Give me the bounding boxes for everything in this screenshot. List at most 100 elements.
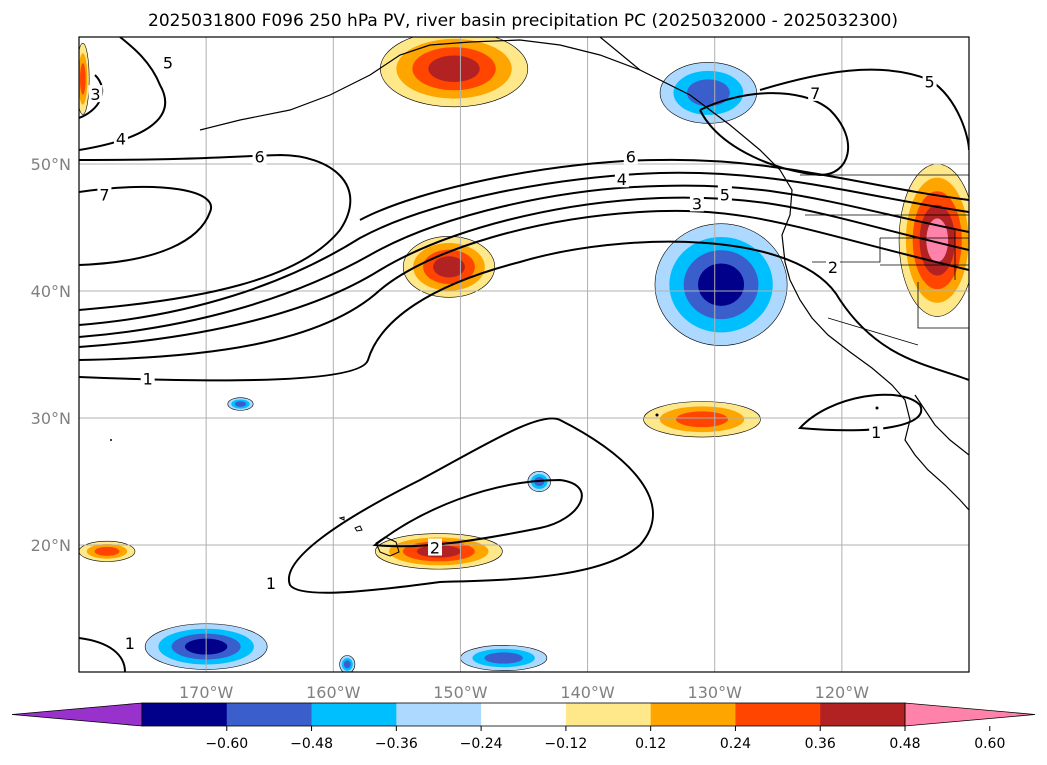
precip-region-subtropical-positive: [643, 401, 761, 438]
lat-tick-label: 50°N: [31, 155, 71, 174]
colorbar-tick-label: −0.60: [205, 736, 248, 752]
pv-contours: [79, 37, 969, 672]
precip-band: [94, 546, 120, 556]
contour-label-bg: [922, 72, 937, 90]
contour-label-bg: [88, 85, 103, 103]
precip-band: [234, 401, 247, 407]
lon-tick-label: 150°W: [433, 683, 488, 702]
colorbar-frame: [141, 702, 906, 727]
precip-band: [676, 411, 728, 428]
lat-tick-label: 40°N: [31, 282, 71, 301]
contour-label-bg: [717, 185, 732, 203]
colorbar-tick-label: 0.36: [805, 736, 836, 752]
lon-tick-label: 170°W: [179, 683, 234, 702]
contour-label: 1: [266, 574, 276, 593]
map-title: 2025031800 F096 250 hPa PV, river basin …: [148, 11, 898, 31]
precip-band: [79, 63, 86, 95]
precip-region-gulf-of-alaska-positive: [380, 37, 529, 108]
colorbar-swatch: [565, 703, 652, 726]
contour-label-bg: [252, 147, 267, 165]
contour-label-bg: [263, 574, 278, 592]
colorbar-tick-label: −0.48: [290, 736, 333, 752]
lon-tick-label: 130°W: [688, 683, 743, 702]
precip-region-far-west-positive: [79, 43, 90, 115]
contour-label: 2: [828, 258, 838, 277]
contour-label: 7: [810, 84, 820, 103]
precip-band: [433, 256, 465, 278]
contour-label-bg: [623, 147, 638, 165]
contour-label: 2: [430, 539, 440, 558]
lat-tick-label: 20°N: [31, 536, 71, 555]
colorbar-tick-label: 0.12: [635, 736, 666, 752]
contour-label: 4: [617, 170, 627, 189]
colorbar-tick-label: 0.48: [889, 736, 920, 752]
precip-region-small-negative-3: [339, 655, 356, 672]
small-island: [110, 439, 112, 441]
baja-coastline: [914, 394, 969, 456]
precip-region-dateline-positive: [79, 540, 136, 562]
colorbar-swatch: [396, 703, 482, 726]
colorbar-extend-low: [11, 702, 143, 727]
precip-region-central-pacific-positive: [402, 236, 496, 298]
contour-label: 5: [924, 72, 934, 91]
precip-region-tropical-negative-right: [460, 645, 548, 672]
colorbar-tick-label: −0.24: [460, 736, 503, 752]
contour-label: 6: [626, 147, 636, 166]
coastlines-and-borders: [110, 37, 969, 557]
small-island: [655, 413, 659, 417]
precip-region-southeast-alaska-negative: [659, 62, 757, 124]
contour-label-bg: [428, 538, 442, 556]
precip-band: [484, 652, 523, 664]
colorbar-tick-label: −0.12: [544, 736, 587, 752]
precip-band: [686, 79, 730, 107]
small-island: [875, 406, 879, 410]
precip-region-offshore-california-negative: [654, 223, 788, 346]
colorbar-tick-label: −0.36: [375, 736, 418, 752]
contour-label: 3: [692, 194, 702, 213]
colorbar-tick-label: 0.60: [974, 736, 1005, 752]
colorbar: −0.60 −0.48 −0.36 −0.24 −0.12 0.12 0.24 0.36 0.4…: [11, 702, 1036, 752]
colorbar-extend-high: [904, 702, 1036, 727]
colorbar-swatch: [650, 703, 736, 726]
precip-band: [926, 218, 949, 262]
contour-label: 5: [163, 53, 173, 72]
contour-label-bg: [122, 633, 137, 651]
lat-tick-label: 30°N: [31, 409, 71, 428]
contour-label-bg: [140, 369, 155, 387]
lon-tick-label: 160°W: [306, 683, 361, 702]
precip-band: [428, 55, 480, 83]
contour-label: 1: [143, 370, 153, 389]
colorbar-swatch: [735, 703, 821, 726]
lat-lon-gridlines: [79, 37, 969, 672]
precip-band: [343, 660, 351, 669]
lon-tick-label: 120°W: [815, 683, 870, 702]
contour-label-bg: [113, 129, 128, 147]
contour-label: 4: [116, 130, 126, 149]
precipitation-pc-fill: [79, 37, 969, 672]
contour-label-bg: [614, 170, 629, 188]
contour-label: 1: [871, 423, 881, 442]
contour-label-bg: [808, 83, 823, 101]
colorbar-swatch: [142, 703, 228, 726]
colorbar-swatch: [311, 703, 397, 726]
colorbar-tick-label: 0.24: [720, 736, 751, 752]
map-background: [79, 37, 969, 672]
precip-region-small-negative-1: [227, 397, 254, 411]
contour-label: 5: [720, 185, 730, 204]
contour-label: 3: [90, 85, 100, 104]
lon-tick-label: 140°W: [560, 683, 615, 702]
contour-label-bg: [825, 257, 840, 275]
contour-label: 7: [99, 185, 109, 204]
contour-label: 6: [254, 147, 264, 166]
contour-label-bg: [689, 194, 704, 212]
colorbar-swatch: [481, 703, 567, 726]
contour-label-bg: [161, 53, 175, 71]
alaska-coastline: [199, 39, 641, 131]
contour-label-bg: [97, 185, 112, 203]
colorbar-swatch: [226, 703, 313, 726]
contour-label: 1: [125, 634, 135, 653]
colorbar-swatch: [820, 703, 906, 726]
contour-label-bg: [869, 422, 884, 440]
